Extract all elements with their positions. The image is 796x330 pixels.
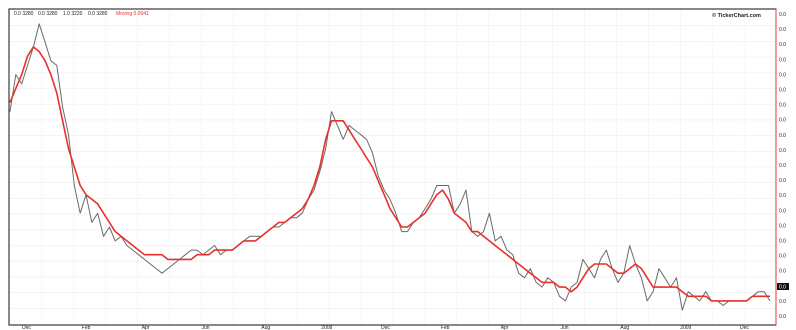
x-tick-label: Feb [82, 325, 91, 330]
y-tick-label: 0.0 [779, 193, 786, 199]
x-tick-label: Apr [142, 325, 150, 330]
watermark: © TickerChart.com [712, 12, 761, 19]
y-tick-label: 0.0 [779, 42, 786, 48]
legend-label-moving-average: Moving 0.0041 [116, 11, 149, 17]
y-tick-label: 0.0 [779, 163, 786, 169]
y-tick-label: 0.0 [779, 12, 786, 18]
x-tick-label: Aug [620, 325, 629, 330]
grid [10, 10, 776, 324]
y-tick-label: 0.0 [779, 208, 786, 214]
y-tick-label: 0.0 [779, 88, 786, 94]
x-tick-label: Dec [381, 325, 390, 330]
x-tick-label: Jun [202, 325, 210, 330]
x-tick-label: Aug [261, 325, 270, 330]
x-tick-label: Jun [561, 325, 569, 330]
last-price-tag-label: 0.0 [779, 285, 786, 291]
last-price-tag-box [777, 283, 789, 290]
header-legend: 0.0 3280 0.0 3280 1.0 3220 0.0 3280 Movi… [14, 11, 149, 17]
x-tick-label: 2008 [321, 325, 332, 330]
x-tick-label: 2009 [680, 325, 691, 330]
y-tick-label: 0.0 [779, 27, 786, 33]
y-tick-label: 0.0 [779, 314, 786, 320]
y-tick-label: 0.0 [779, 103, 786, 109]
y-tick-label: 0.0 [779, 72, 786, 78]
x-tick-label: Dec [740, 325, 749, 330]
x-tick-label: Apr [501, 325, 509, 330]
y-tick-label: 0.0 [779, 57, 786, 63]
legend-label-2: 0.0 3280 [38, 11, 58, 17]
y-axis-ticks: 0.0 0.0 0.0 0.0 0.0 0.0 0.0 0.0 0.0 0.0 0.0 0.0 0.0 0… [779, 12, 786, 320]
y-tick-label: 0.0 [779, 254, 786, 260]
y-tick-label: 0.0 [779, 178, 786, 184]
y-tick-label: 0.0 [779, 223, 786, 229]
moving-average-line [9, 46, 770, 302]
x-axis-ticks: Dec Feb Apr Jun Aug 2008 Dec Feb Apr Jun Aug 2009 De… [22, 325, 749, 330]
x-tick-label: Feb [441, 325, 450, 330]
legend-label-3: 1.0 3220 [63, 11, 83, 17]
y-tick-label: 0.0 [779, 133, 786, 139]
series-group [9, 23, 771, 311]
x-tick-label: Dec [22, 325, 31, 330]
price-series-line [9, 23, 771, 311]
y-tick-label: 0.0 [779, 239, 786, 245]
last-price-tag: 0.0 [777, 283, 789, 291]
y-tick-label: 0.0 [779, 148, 786, 154]
y-tick-label: 0.0 [779, 299, 786, 305]
legend-label-1: 0.0 3280 [14, 11, 34, 17]
y-tick-label: 0.0 [779, 269, 786, 275]
y-tick-label: 0.0 [779, 118, 786, 124]
legend-label-4: 0.0 3280 [88, 11, 108, 17]
